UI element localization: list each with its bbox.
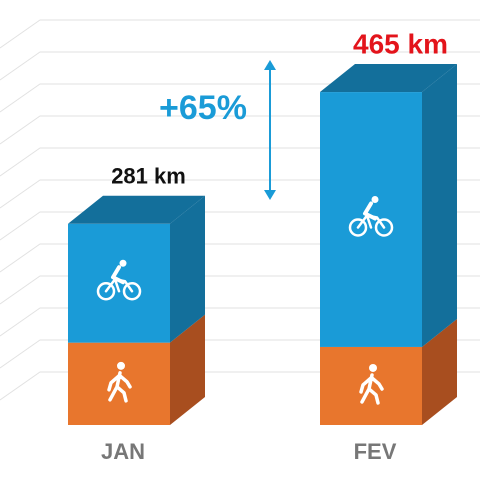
rider <box>111 265 125 285</box>
bar-segment <box>68 223 170 343</box>
bar-top <box>68 195 205 224</box>
head <box>369 363 377 372</box>
bar-side <box>422 64 457 347</box>
bar-side <box>422 318 457 425</box>
total-label: 281 km <box>111 164 186 189</box>
bar-side <box>170 314 205 425</box>
annotation: +65% <box>159 89 247 127</box>
difference-arrow <box>264 60 276 200</box>
wheel <box>374 218 394 237</box>
walk-icon <box>107 361 132 403</box>
body <box>359 373 384 405</box>
x-tick-label: FEV <box>354 439 397 464</box>
bike-icon <box>96 259 142 301</box>
bike-icon <box>348 196 394 237</box>
rider <box>363 201 377 221</box>
x-tick-label: JAN <box>101 439 145 464</box>
wheel <box>122 281 142 301</box>
wheel <box>348 218 368 237</box>
bar-top <box>320 64 457 93</box>
total-label: 465 km <box>353 28 448 59</box>
head <box>119 259 127 267</box>
bar-segment <box>320 92 422 347</box>
body <box>107 371 132 403</box>
walk-icon <box>359 363 384 405</box>
wheel <box>96 281 116 301</box>
head <box>371 196 379 204</box>
head <box>117 361 125 370</box>
bar-side <box>170 195 205 343</box>
background-lines <box>0 19 480 401</box>
